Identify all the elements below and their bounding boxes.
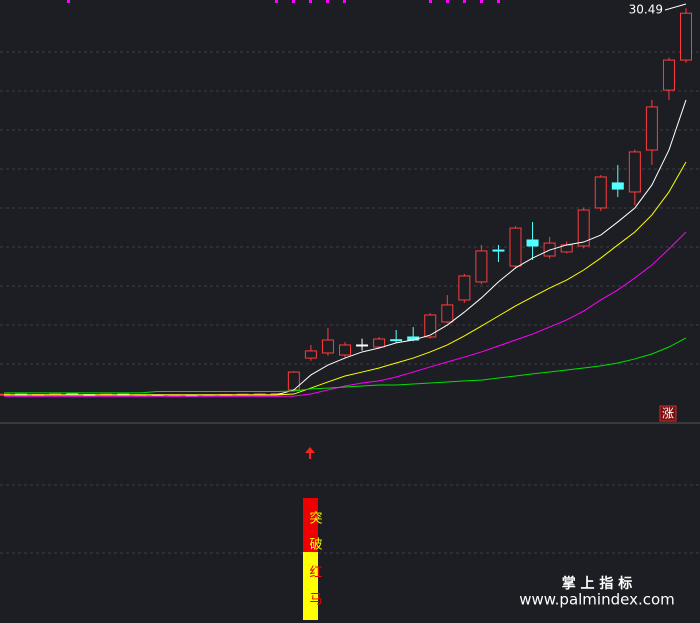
candle-body [458, 275, 471, 301]
signal-char: 破 [309, 538, 322, 553]
candle-body [611, 182, 624, 190]
signal-bar-red [303, 498, 318, 552]
badge: 涨 [662, 406, 674, 421]
moving-average [4, 161, 687, 396]
candle-body [594, 176, 607, 209]
candle-body [645, 106, 658, 151]
candle-body [287, 371, 300, 391]
signal-arrow [305, 447, 315, 459]
moving-average [4, 337, 687, 394]
candle-body [356, 344, 369, 347]
moving-average [4, 231, 687, 397]
candle-body [304, 350, 317, 359]
high-pointer [664, 3, 687, 11]
candle-body [321, 339, 334, 354]
lower-grid [0, 484, 700, 554]
candle-body [339, 344, 351, 356]
candle-body [492, 249, 505, 252]
candle-body [509, 227, 522, 267]
candle-body [526, 239, 539, 247]
signal-char: 突 [309, 511, 322, 527]
top-markers [67, 0, 500, 3]
candle-body [373, 338, 386, 348]
badge-box [659, 405, 677, 422]
candle-body [424, 314, 437, 338]
candle-body [441, 304, 454, 323]
watermark-title: 掌 上 指 标 [562, 575, 633, 592]
candle-body [680, 12, 692, 61]
candle-body [475, 250, 488, 283]
signal-char: 马 [309, 593, 322, 608]
signal-char: 红 [309, 565, 322, 581]
high-label: 30.49 [629, 3, 663, 17]
candle-body [628, 151, 641, 193]
candle-body [662, 59, 675, 91]
candle-body [577, 209, 590, 247]
signal-bar-yellow [303, 552, 318, 620]
candle-body [390, 339, 403, 342]
watermark-url: www.palmindex.com [519, 591, 675, 609]
